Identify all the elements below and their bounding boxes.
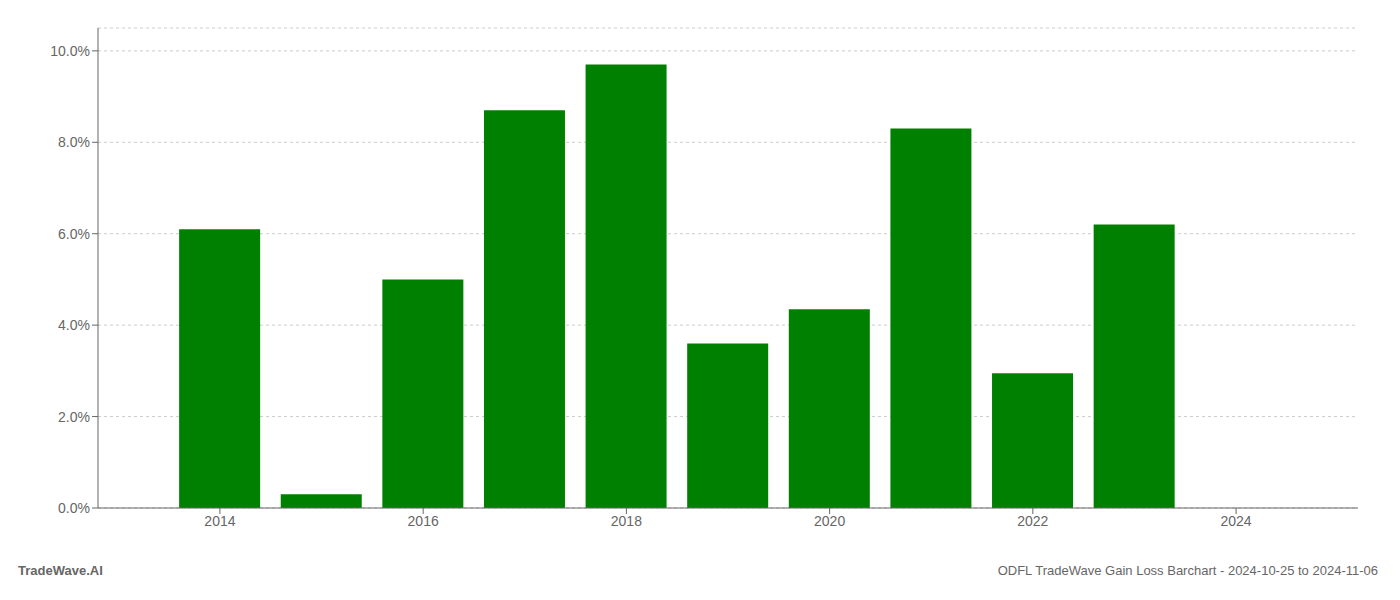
svg-text:10.0%: 10.0% xyxy=(50,43,90,59)
svg-text:6.0%: 6.0% xyxy=(58,226,90,242)
svg-text:8.0%: 8.0% xyxy=(58,134,90,150)
svg-text:2014: 2014 xyxy=(204,513,235,529)
svg-text:0.0%: 0.0% xyxy=(58,500,90,516)
svg-text:2020: 2020 xyxy=(814,513,845,529)
svg-text:2.0%: 2.0% xyxy=(58,409,90,425)
svg-text:4.0%: 4.0% xyxy=(58,317,90,333)
html-text:ODFL TradeWave Gain Loss Barch: ODFL TradeWave Gain Loss Barchart - 2024… xyxy=(997,562,1378,578)
svg-text:2018: 2018 xyxy=(611,513,642,529)
svg-text:2016: 2016 xyxy=(408,513,439,529)
svg-text:2022: 2022 xyxy=(1017,513,1048,529)
svg-text:2024: 2024 xyxy=(1220,513,1251,529)
html-text:TradeWave.AI: TradeWave.AI xyxy=(18,562,103,578)
